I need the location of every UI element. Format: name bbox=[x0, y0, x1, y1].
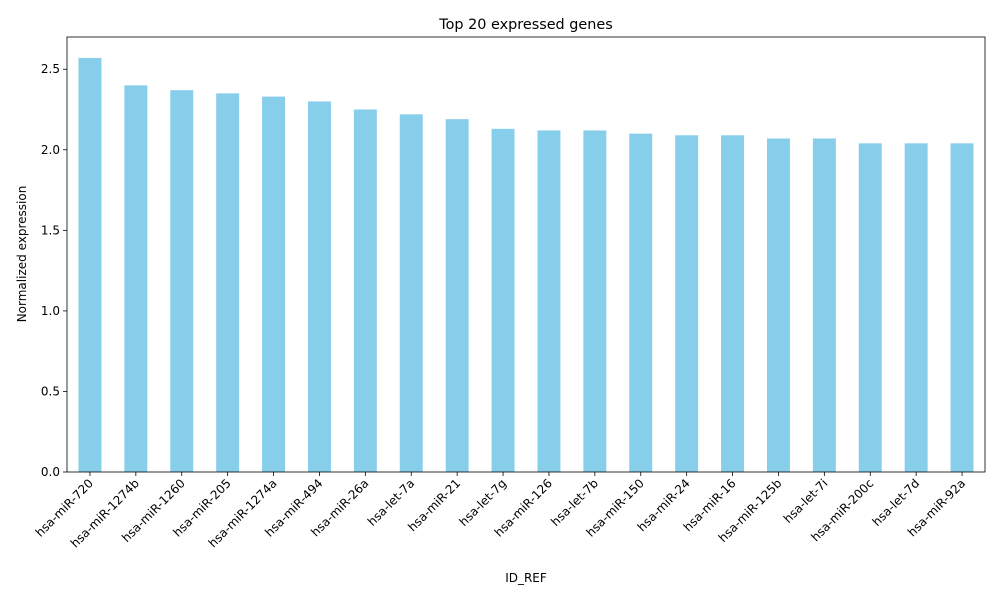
bar-hsa-miR-200c bbox=[858, 143, 882, 473]
y-tick-label: 2.0 bbox=[41, 143, 60, 157]
bar-hsa-miR-150 bbox=[629, 133, 653, 472]
y-axis-title: Normalized expression bbox=[15, 186, 29, 323]
x-axis: hsa-miR-720hsa-miR-1274bhsa-miR-1260hsa-… bbox=[33, 472, 968, 550]
x-axis-title: ID_REF bbox=[505, 571, 547, 585]
bar-hsa-miR-494 bbox=[307, 101, 331, 472]
y-axis: 0.0 0.5 1.0 1.5 2.0 2.5 bbox=[41, 62, 67, 479]
bar-hsa-miR-26a bbox=[353, 109, 377, 472]
bar-hsa-miR-1274a bbox=[262, 96, 286, 472]
bar-hsa-let-7g bbox=[491, 128, 515, 473]
bar-hsa-let-7i bbox=[812, 138, 836, 472]
y-tick-label: 0.0 bbox=[41, 465, 60, 479]
bar-hsa-miR-24 bbox=[675, 135, 699, 472]
bar-hsa-let-7a bbox=[399, 114, 423, 472]
bar-hsa-miR-1274b bbox=[124, 85, 148, 472]
bar-hsa-let-7b bbox=[583, 130, 607, 472]
bar-hsa-let-7d bbox=[904, 143, 928, 473]
chart-title: Top 20 expressed genes bbox=[438, 17, 612, 33]
bar-hsa-miR-21 bbox=[445, 119, 469, 473]
bar-hsa-miR-125b bbox=[766, 138, 790, 472]
bar-hsa-miR-16 bbox=[721, 135, 745, 472]
bar-hsa-miR-92a bbox=[950, 143, 974, 473]
bar-hsa-miR-205 bbox=[216, 93, 240, 472]
y-tick-label: 0.5 bbox=[41, 384, 60, 398]
y-tick-label: 2.5 bbox=[41, 62, 60, 76]
bars-group bbox=[78, 57, 974, 473]
bar-hsa-miR-720 bbox=[78, 57, 102, 472]
y-tick-label: 1.0 bbox=[41, 304, 60, 318]
bar-hsa-miR-1260 bbox=[170, 90, 194, 473]
y-tick-label: 1.5 bbox=[41, 223, 60, 237]
bar-hsa-miR-126 bbox=[537, 130, 561, 472]
plot-frame bbox=[66, 36, 986, 473]
